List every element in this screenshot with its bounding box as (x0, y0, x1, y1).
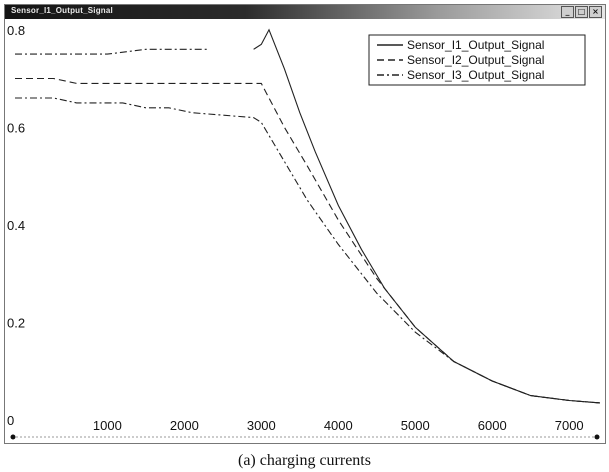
window-titlebar[interactable]: Sensor_I1_Output_Signal _ □ × (5, 5, 605, 19)
y-tick-label: 0.8 (7, 23, 25, 38)
window-title: Sensor_I1_Output_Signal (11, 6, 113, 15)
maximize-button[interactable]: □ (575, 6, 588, 18)
series-line-4 (15, 48, 208, 55)
legend-label-3: Sensor_I3_Output_Signal (407, 68, 544, 82)
x-tick-label: 2000 (170, 418, 199, 433)
series-line-3 (15, 97, 601, 404)
minimize-button[interactable]: _ (561, 6, 574, 18)
window-controls: _ □ × (561, 6, 602, 18)
figure-caption: (a) charging currents (238, 452, 371, 469)
x-tick-label: 1000 (93, 418, 122, 433)
y-tick-label: 0.6 (7, 120, 25, 135)
scroll-left-arrow (10, 434, 16, 440)
y-tick-label: 0.4 (7, 218, 25, 233)
x-tick-label: 7000 (555, 418, 584, 433)
x-tick-label: 5000 (401, 418, 430, 433)
legend-box (368, 34, 586, 86)
close-button[interactable]: × (589, 6, 602, 18)
x-tick-label: 6000 (478, 418, 507, 433)
series-line-1 (253, 28, 601, 404)
series-line-2 (15, 77, 601, 404)
x-tick-label: 3000 (247, 418, 276, 433)
y-tick-label: 0.2 (7, 315, 25, 330)
x-tick-label: 4000 (324, 418, 353, 433)
legend-label-2: Sensor_I2_Output_Signal (407, 53, 544, 67)
legend-label-1: Sensor_I1_Output_Signal (407, 38, 544, 52)
y-tick-label: 0 (7, 413, 14, 428)
scroll-right-arrow (594, 434, 600, 440)
